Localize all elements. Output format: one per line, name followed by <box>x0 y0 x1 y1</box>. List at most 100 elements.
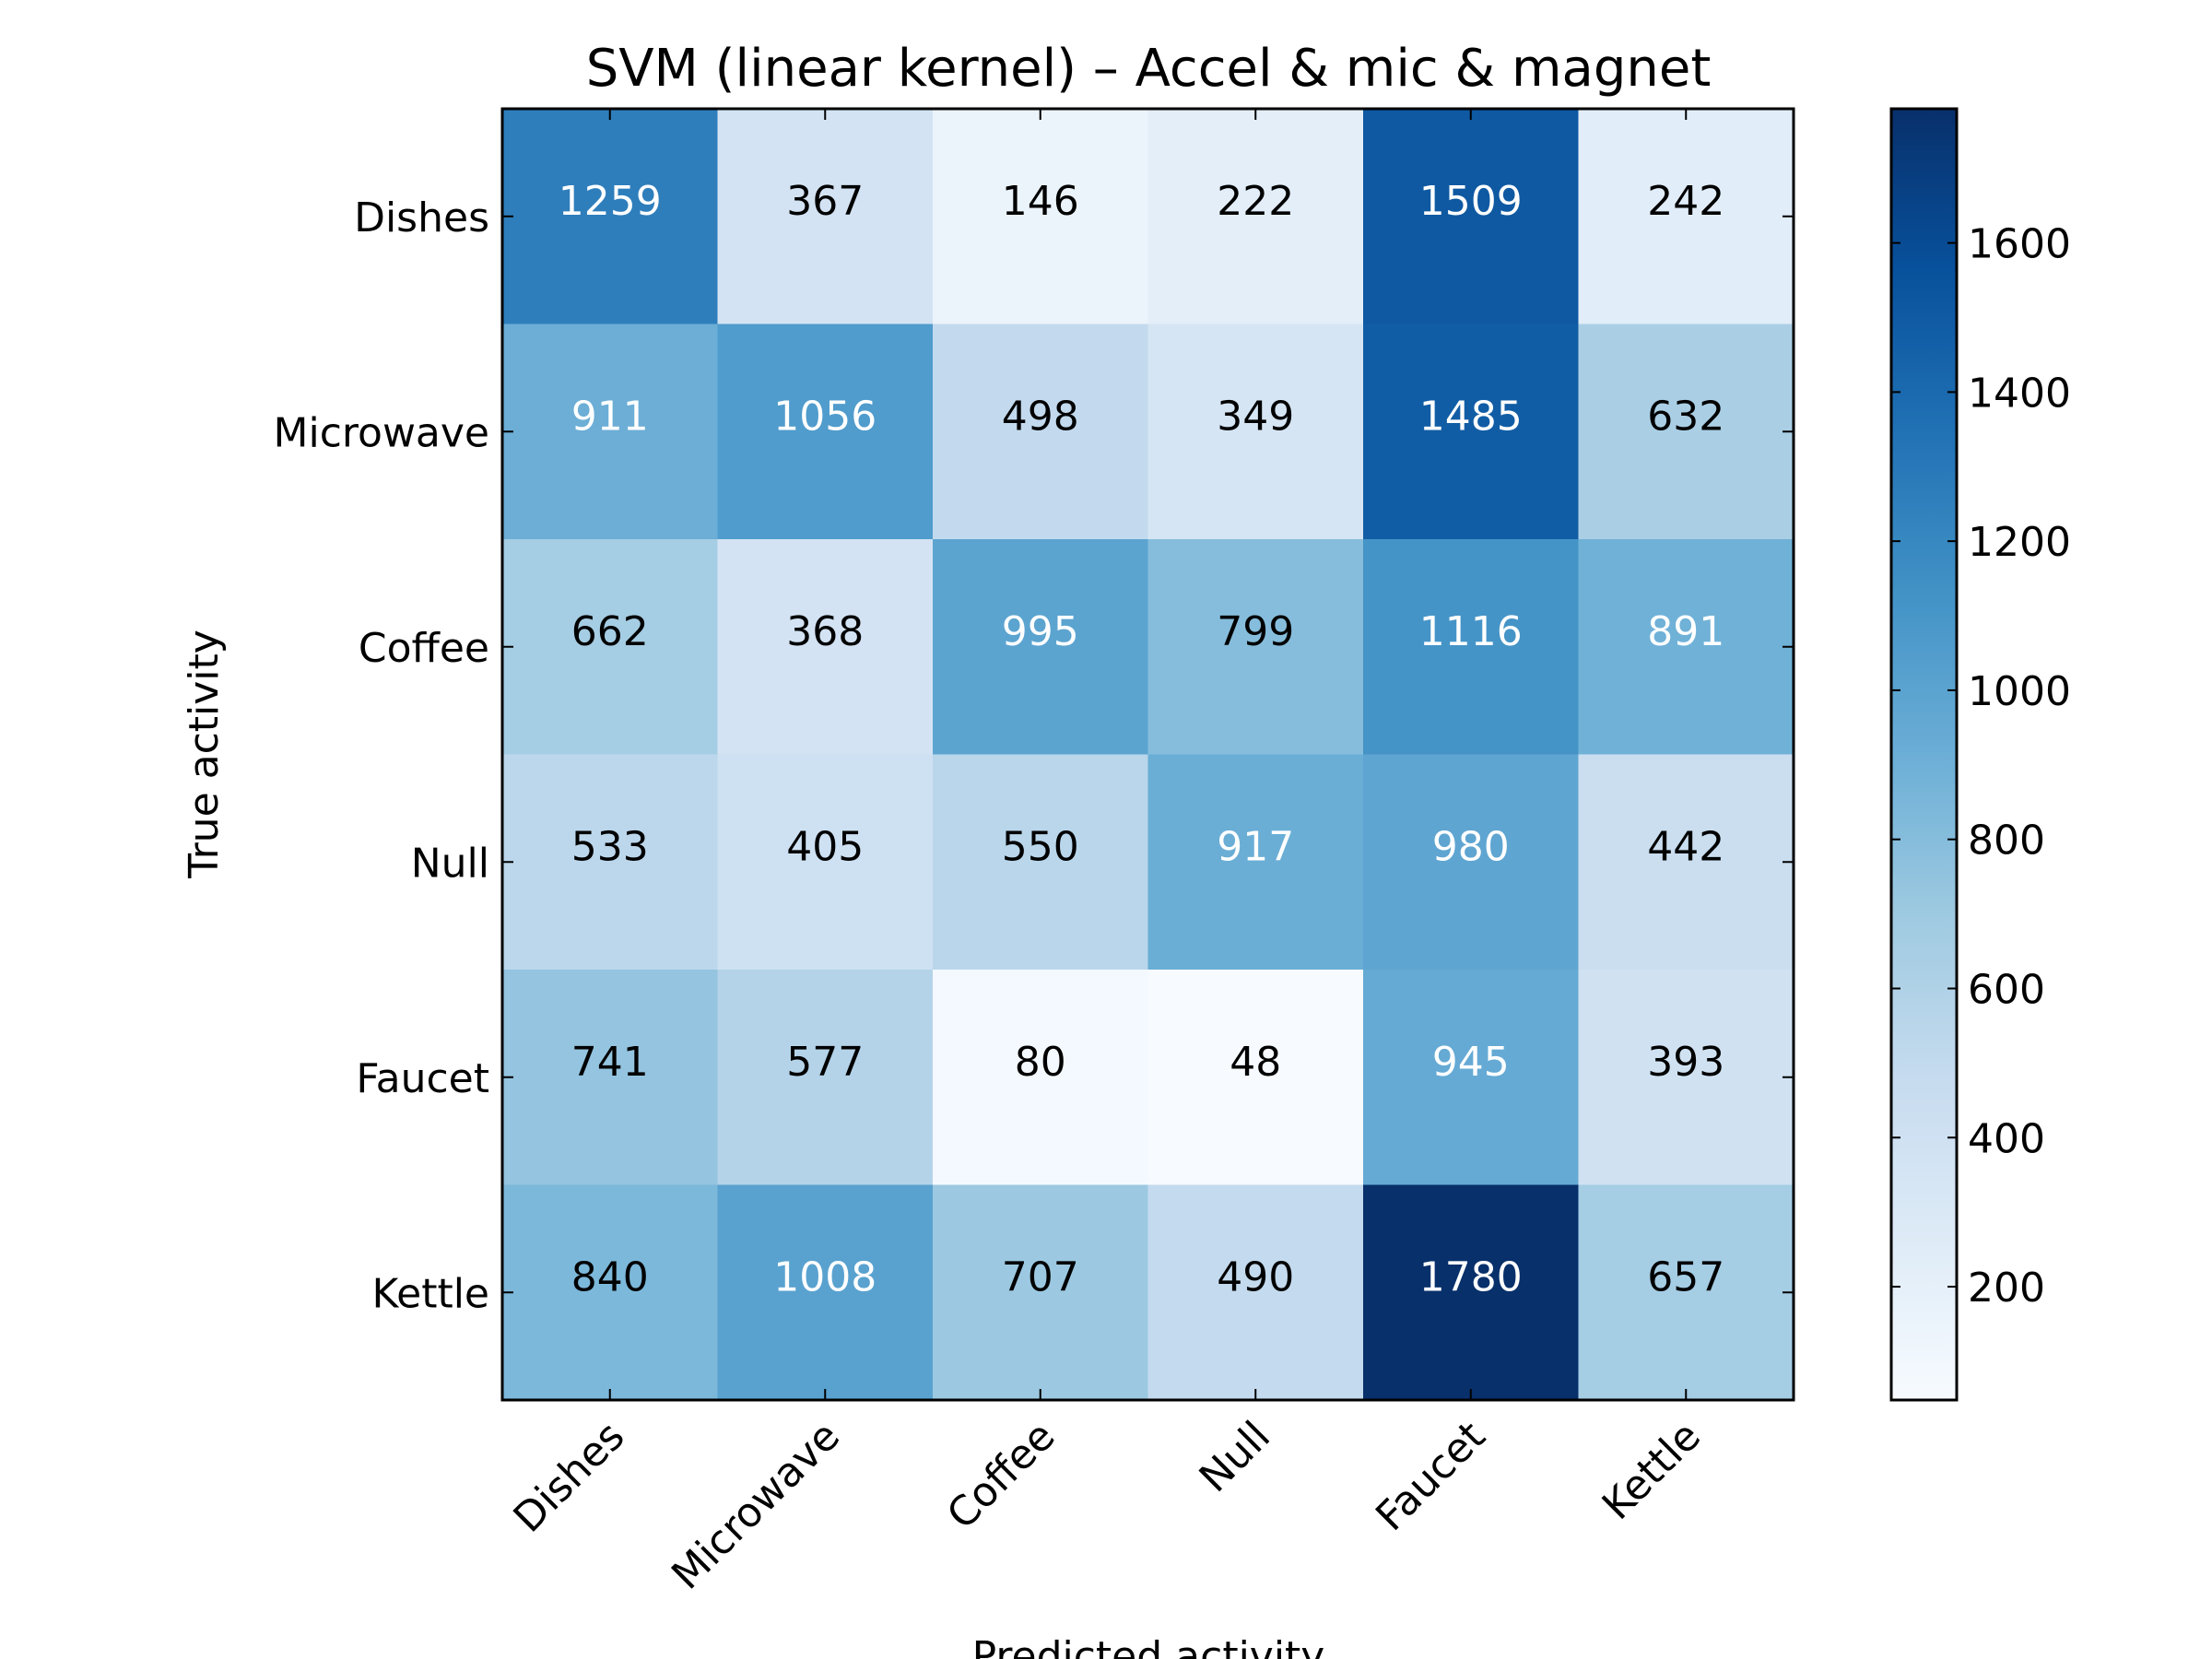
cell-value-label: 657 <box>1647 1253 1724 1300</box>
cell-value-label: 891 <box>1647 608 1724 655</box>
x-tick-label: Microwave <box>663 1413 849 1599</box>
cell-value-label: 498 <box>1002 393 1079 440</box>
heatmap-cell <box>933 1184 1149 1401</box>
heatmap-cell <box>1578 324 1794 540</box>
heatmap-cell <box>933 970 1149 1186</box>
cell-value-label: 1509 <box>1419 178 1523 225</box>
heatmap-cell <box>1363 324 1580 540</box>
cell-value-label: 442 <box>1647 823 1724 870</box>
cell-value-label: 393 <box>1647 1039 1724 1086</box>
x-tick-label: Faucet <box>1367 1413 1494 1540</box>
colorbar-tick-label: 1200 <box>1968 519 2071 566</box>
y-tick-label: Kettle <box>371 1270 489 1317</box>
x-axis-label: Predicted activity <box>972 1633 1325 1659</box>
x-tick-label: Dishes <box>505 1413 634 1542</box>
heatmap-cell <box>933 324 1149 540</box>
cell-value-label: 80 <box>1015 1039 1066 1086</box>
cell-value-label: 550 <box>1002 823 1079 870</box>
cell-value-label: 577 <box>786 1039 864 1086</box>
cell-value-label: 707 <box>1002 1253 1079 1300</box>
y-tick-label: Dishes <box>354 194 489 241</box>
heatmap-cell <box>933 754 1149 971</box>
heatmap-cell <box>1147 970 1364 1186</box>
colorbar-tick-label: 1600 <box>1968 221 2071 268</box>
cell-value-label: 1116 <box>1419 608 1523 655</box>
colorbar-tick-label: 400 <box>1968 1115 2045 1162</box>
heatmap-cell <box>1363 1184 1580 1401</box>
cell-value-label: 799 <box>1217 608 1294 655</box>
y-axis-ticks: Dishes Microwave Coffee Null Faucet Kettle <box>274 194 1794 1317</box>
cell-value-label: 1485 <box>1419 393 1523 440</box>
colorbar-tick-label: 1000 <box>1968 668 2071 715</box>
cell-value-label: 349 <box>1217 393 1294 440</box>
cell-value-label: 242 <box>1647 178 1724 225</box>
heatmap-cell <box>502 754 719 971</box>
cell-value-label: 405 <box>786 823 864 870</box>
y-tick-label: Coffee <box>359 625 489 672</box>
x-tick-label: Kettle <box>1594 1413 1710 1529</box>
heatmap-cell <box>1578 539 1794 756</box>
cell-value-label: 490 <box>1217 1253 1294 1300</box>
heatmap-cell <box>717 109 934 325</box>
heatmap-cell <box>1147 109 1364 325</box>
y-axis-label: True activity <box>181 629 228 879</box>
x-tick-label: Null <box>1191 1413 1279 1501</box>
cell-value-label: 1259 <box>559 178 662 225</box>
heatmap-cell <box>717 754 934 971</box>
cell-value-label: 662 <box>571 608 649 655</box>
cell-value-label: 533 <box>571 823 649 870</box>
y-tick-label: Faucet <box>356 1055 489 1102</box>
colorbar-tick-label: 800 <box>1968 818 2045 865</box>
heatmap-cell <box>1363 970 1580 1186</box>
cell-value-label: 1056 <box>773 393 877 440</box>
cell-value-label: 632 <box>1647 393 1724 440</box>
cell-value-label: 1008 <box>773 1253 877 1300</box>
heatmap-cell-labels: 1259 367 146 222 1509 242 911 1056 498 349 1485 632… <box>559 178 1724 1301</box>
heatmap-cell <box>717 539 934 756</box>
heatmap-cell <box>1578 1184 1794 1401</box>
cell-value-label: 840 <box>571 1253 649 1300</box>
colorbar <box>1889 107 1959 1402</box>
colorbar-ticks: 200 400 600 800 1000 1200 1400 1600 <box>1891 221 2071 1312</box>
heatmap-cell <box>717 324 934 540</box>
cell-value-label: 146 <box>1002 178 1079 225</box>
heatmap-cell <box>1147 754 1364 971</box>
heatmap-cell <box>1363 109 1580 325</box>
heatmap-cell <box>1147 1184 1364 1401</box>
heatmap-cell <box>1147 324 1364 540</box>
heatmap-cell <box>933 109 1149 325</box>
cell-value-label: 48 <box>1230 1039 1281 1086</box>
heatmap-cell <box>717 970 934 1186</box>
cell-value-label: 917 <box>1217 823 1294 870</box>
heatmap-cell <box>1363 539 1580 756</box>
colorbar-tick-label: 200 <box>1968 1265 2045 1312</box>
colorbar-tick-label: 600 <box>1968 966 2045 1013</box>
heatmap-cell <box>502 1184 719 1401</box>
x-tick-label: Coffee <box>938 1413 1065 1539</box>
cell-value-label: 222 <box>1217 178 1294 225</box>
heatmap-cell <box>933 539 1149 756</box>
cell-value-label: 1780 <box>1419 1253 1523 1300</box>
heatmap-cell <box>502 324 719 540</box>
heatmap-cell <box>717 1184 934 1401</box>
y-tick-label: Microwave <box>274 409 489 456</box>
plot-frame <box>500 107 1795 1402</box>
heatmap-cell <box>1147 539 1364 756</box>
heatmap-cell <box>502 539 719 756</box>
chart-title: SVM (linear kernel) – Accel & mic & magn… <box>586 39 1712 99</box>
heatmap-cell <box>502 970 719 1186</box>
cell-value-label: 995 <box>1002 608 1079 655</box>
cell-value-label: 367 <box>786 178 864 225</box>
heatmap-cell <box>1578 754 1794 971</box>
heatmap-cell <box>1578 970 1794 1186</box>
heatmap-cells <box>502 109 1794 1401</box>
cell-value-label: 368 <box>786 608 864 655</box>
cell-value-label: 741 <box>571 1039 649 1086</box>
cell-value-label: 911 <box>571 393 649 440</box>
y-tick-label: Null <box>411 840 489 887</box>
heatmap-cell <box>502 109 719 325</box>
cell-value-label: 980 <box>1432 823 1510 870</box>
colorbar-tick-label: 1400 <box>1968 370 2071 417</box>
heatmap-cell <box>1363 754 1580 971</box>
